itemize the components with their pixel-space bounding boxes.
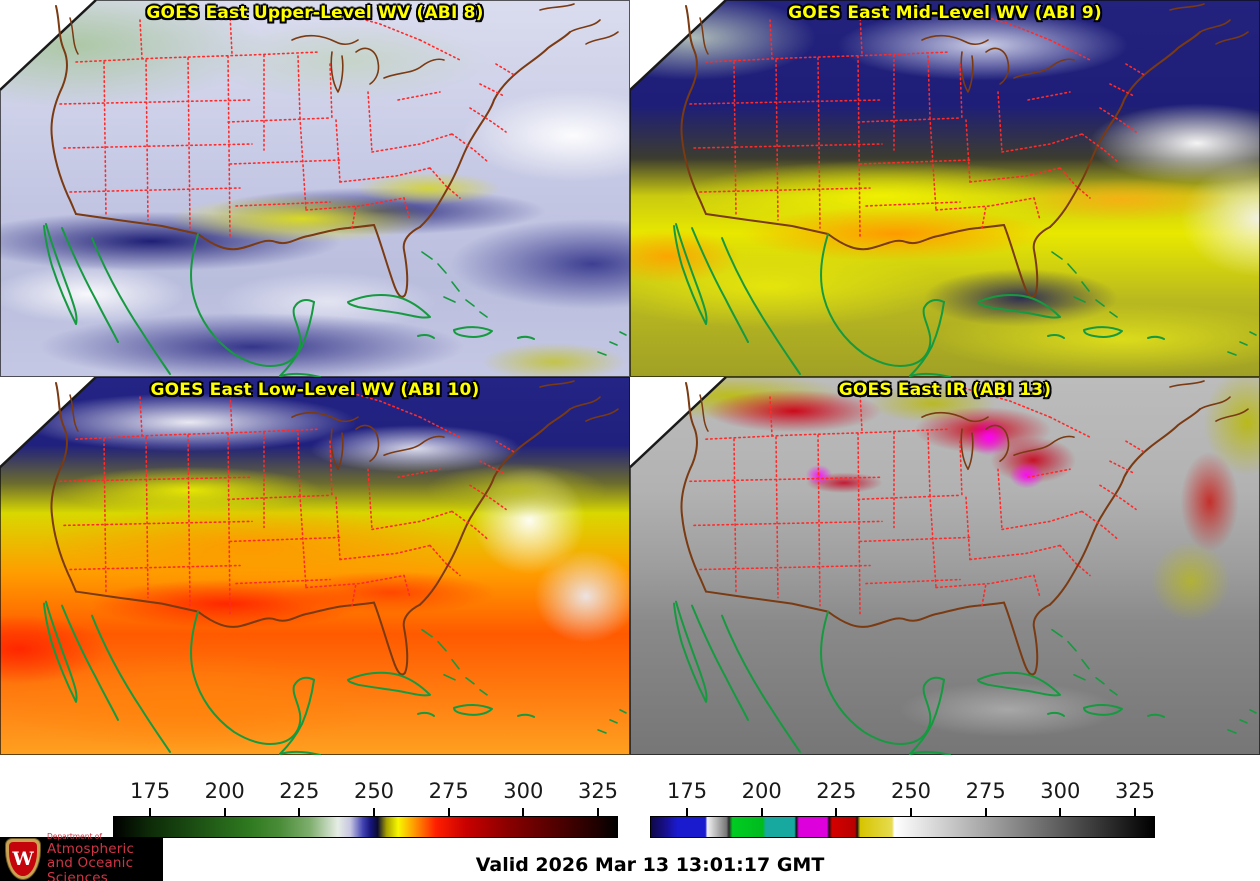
satellite-limb-edge <box>0 377 97 469</box>
panel-mid-level-wv-map <box>630 0 1260 377</box>
map-overlay <box>0 377 627 755</box>
ir-tick-mark <box>686 808 689 816</box>
ir-tick-label: 300 <box>1040 779 1081 803</box>
panel-grid: GOES East Upper-Level WV (ABI 8) <box>0 0 1260 755</box>
wv-tick-mark <box>447 808 450 816</box>
uw-aos-logo: W Department of Atmospheric and Oceanic … <box>0 833 163 881</box>
wv-tick-label: 250 <box>353 779 395 803</box>
logo-text: Department of Atmospheric and Oceanic Sc… <box>47 833 163 881</box>
state-borders <box>59 386 517 615</box>
wv-tick-label: 325 <box>577 779 619 803</box>
panel-mid-level-wv: GOES East Mid-Level WV (ABI 9) <box>630 0 1260 377</box>
panel-title-abi8: GOES East Upper-Level WV (ABI 8) <box>146 3 484 23</box>
wv-tick-label: 275 <box>428 779 469 803</box>
panel-ir-map <box>630 377 1260 755</box>
wv-tick-label: 200 <box>204 779 245 803</box>
ir-tick-label: 275 <box>965 779 1006 803</box>
panel-ir: GOES East IR (ABI 13) <box>630 377 1260 755</box>
map-overlay <box>630 377 1257 755</box>
wv-tick-mark <box>522 808 525 816</box>
ir-tick-mark <box>1059 808 1062 816</box>
us-coastline <box>50 3 619 298</box>
ir-tick-mark <box>835 808 838 816</box>
logo-dept-label: Department of <box>47 832 102 842</box>
wv-tick-label: 175 <box>129 779 171 803</box>
wv-colorbar: 175 200 225 250 275 300 325 <box>113 755 618 839</box>
satellite-limb-edge <box>630 377 727 469</box>
panel-low-level-wv: GOES East Low-Level WV (ABI 10) <box>0 377 630 755</box>
wv-tick-mark <box>149 808 152 816</box>
logo-line2: and Oceanic Sciences <box>47 855 134 881</box>
us-coastline <box>680 3 1249 298</box>
map-overlay <box>0 0 627 377</box>
ir-tick-label: 325 <box>1114 779 1156 803</box>
wv-tick-mark <box>597 808 599 816</box>
ir-tick-label: 200 <box>741 779 782 803</box>
panel-title-abi13: GOES East IR (ABI 13) <box>838 380 1052 400</box>
valid-time-label: Valid 2026 Mar 13 13:01:17 GMT <box>475 854 825 876</box>
international-coastline <box>43 600 627 755</box>
state-borders <box>689 9 1147 237</box>
ir-tick-label: 175 <box>666 779 708 803</box>
wv-tick-mark <box>298 808 301 816</box>
ir-tick-mark <box>1134 808 1136 816</box>
footer: 175 200 225 250 275 300 325 175 200 225 250 275 300… <box>0 755 1260 881</box>
international-coastline <box>673 223 1257 377</box>
international-coastline <box>673 600 1257 755</box>
uw-crest-icon: W <box>6 839 40 879</box>
panel-title-abi10: GOES East Low-Level WV (ABI 10) <box>150 380 480 400</box>
panel-low-level-wv-map <box>0 377 630 755</box>
uw-crest-letter: W <box>9 842 37 876</box>
wv-tick-mark <box>373 808 375 816</box>
us-coastline <box>680 380 1249 676</box>
wv-tick-label: 300 <box>503 779 544 803</box>
international-coastline <box>43 223 627 377</box>
wv-tick-label: 225 <box>279 779 320 803</box>
state-borders <box>689 386 1147 615</box>
wv-tick-mark <box>223 808 226 816</box>
satellite-limb-edge <box>0 0 97 91</box>
wv-colorbar-gradient <box>113 816 618 838</box>
panel-upper-level-wv: GOES East Upper-Level WV (ABI 8) <box>0 0 630 377</box>
logo-line1: Atmospheric <box>47 841 135 858</box>
panel-upper-level-wv-map <box>0 0 630 377</box>
ir-tick-label: 225 <box>816 779 857 803</box>
ir-tick-mark <box>984 808 987 816</box>
us-coastline <box>50 380 619 676</box>
state-borders <box>59 9 517 237</box>
map-overlay <box>630 0 1257 377</box>
panel-title-abi9: GOES East Mid-Level WV (ABI 9) <box>788 3 1102 23</box>
ir-colorbar: 175 200 225 250 275 300 325 <box>650 755 1155 839</box>
ir-tick-mark <box>910 808 912 816</box>
ir-tick-label: 250 <box>890 779 932 803</box>
ir-colorbar-gradient <box>650 816 1155 838</box>
ir-tick-mark <box>760 808 763 816</box>
satellite-limb-edge <box>630 0 727 91</box>
